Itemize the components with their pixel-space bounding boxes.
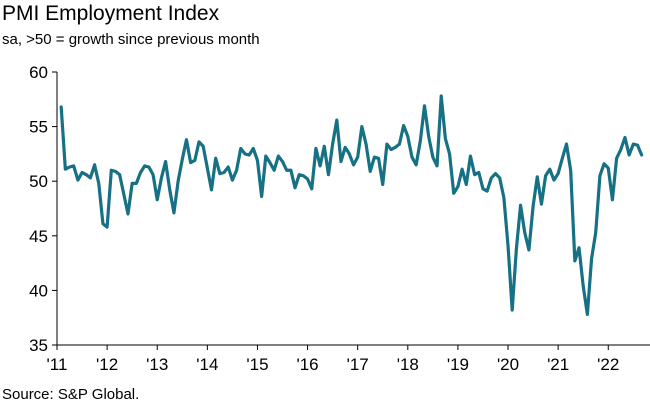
y-tick-label: 40 [29,281,48,300]
x-tick-label: '11 [47,355,68,374]
y-tick-label: 55 [29,118,48,137]
y-tick-label: 35 [29,336,48,355]
series-line [59,94,644,317]
x-tick-label: '15 [246,355,268,374]
x-tick-label: '22 [597,355,619,374]
x-tick-label: '12 [96,355,118,374]
x-tick-label: '13 [146,355,168,374]
chart-source: Source: S&P Global. [2,386,140,403]
x-tick-label: '21 [547,355,569,374]
y-tick-label: 45 [29,227,48,246]
chart-title: PMI Employment Index [2,2,220,25]
x-tick-label: '14 [196,355,218,374]
x-tick-label: '16 [296,355,318,374]
y-tick-label: 50 [29,172,48,191]
y-axis: 35 40 45 50 55 60 [29,63,58,355]
y-tick-label: 60 [29,63,48,82]
x-tick-label: '19 [447,355,469,374]
x-tick-label: '18 [397,355,419,374]
x-axis: '11 '12 '13 '14 '15 '16 '17 '18 '19 '20 '21 '22 [47,344,650,374]
plot-area [59,94,644,317]
chart-subtitle: sa, >50 = growth since previous month [2,31,260,48]
x-tick-label: '17 [347,355,369,374]
x-tick-label: '20 [497,355,519,374]
